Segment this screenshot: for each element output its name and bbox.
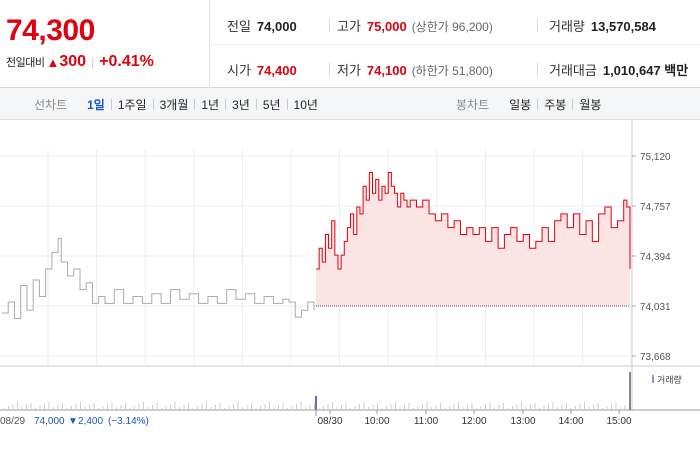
up-arrow-icon: ▲ <box>46 54 60 70</box>
quote-header: 74,300 전일대비 ▲ 300 | +0.41% 전일 74,000 고가 … <box>0 0 700 88</box>
prev-day-rate-label: (−3.14%) <box>108 416 149 427</box>
y-tick-label: 73,668 <box>640 352 671 363</box>
volume-panel: 거래량 <box>3 372 682 410</box>
prev-day-line <box>2 238 315 320</box>
stat-value: 75,000 <box>366 19 407 34</box>
tab-separator <box>572 98 574 110</box>
tab-daily[interactable]: 일봉 <box>509 97 532 112</box>
tab-separator <box>225 98 227 110</box>
tab-10y[interactable]: 10년 <box>293 97 318 112</box>
y-tick-label: 74,031 <box>640 302 671 313</box>
change-value: 300 <box>59 53 87 70</box>
stat-label: 전일 <box>227 19 251 34</box>
x-tick-label: 14:00 <box>558 416 583 427</box>
x-tick-label: 11:00 <box>414 416 439 427</box>
y-axis-labels: 75,120 74,757 74,394 74,031 73,668 <box>640 152 671 363</box>
stat-label: 거래량 <box>549 19 585 34</box>
stats-panel: 전일 74,000 고가 75,000 (상한가 96,200) 거래량 13,… <box>211 0 700 88</box>
tab-1y[interactable]: 1년 <box>201 97 220 112</box>
stat-volume: 거래량 13,570,584 <box>549 16 656 35</box>
change-rate: +0.41% <box>99 53 154 70</box>
today-area <box>316 172 631 307</box>
stat-value: 74,000 <box>256 19 297 34</box>
tab-separator <box>152 98 154 110</box>
x-tick-label: 08/30 <box>317 416 342 427</box>
stat-label: 거래대금 <box>549 63 597 78</box>
current-price: 74,300 <box>6 14 95 47</box>
volume-legend-swatch <box>652 375 654 383</box>
prev-day-change-label: 2,400 <box>78 416 103 427</box>
stat-label: 저가 <box>337 63 361 78</box>
stat-value: 13,570,584 <box>590 19 656 34</box>
line-chart-tabs-title: 선차트 <box>34 97 68 112</box>
price-chart[interactable]: 75,120 74,757 74,394 74,031 73,668 거래량 08/29… <box>0 120 700 450</box>
stat-value: 1,010,647 백만 <box>602 63 689 78</box>
tab-separator <box>110 98 112 110</box>
x-tick-label: 12:00 <box>461 416 486 427</box>
stat-divider <box>537 62 538 76</box>
x-axis-labels: 08/29 74,000 ▼ 2,400 (−3.14%) 08/30 10:00 11:00… <box>0 410 632 427</box>
x-tick-label: 15:00 <box>606 416 631 427</box>
stat-open: 시가 74,400 <box>227 60 297 79</box>
prev-day-series <box>2 238 315 320</box>
tab-weekly[interactable]: 주봉 <box>544 97 567 112</box>
stat-low: 저가 74,100 (하한가 51,800) <box>337 60 493 79</box>
stat-high: 고가 75,000 (상한가 96,200) <box>337 16 493 35</box>
tab-1d[interactable]: 1일 <box>87 97 105 112</box>
stat-label: 고가 <box>337 19 361 34</box>
tab-5y[interactable]: 5년 <box>262 97 281 112</box>
change-summary: 전일대비 ▲ 300 | +0.41% <box>6 53 154 71</box>
candle-chart-tabs-title: 봉차트 <box>456 97 490 112</box>
tab-separator <box>194 98 196 110</box>
stats-row-divider <box>211 44 700 45</box>
line-chart-tabs: 선차트 1일 1주일 3개월 1년 3년 5년 10년 <box>34 88 324 120</box>
stat-value: 74,100 <box>366 63 407 78</box>
stat-trade-value: 거래대금 1,010,647 백만 <box>549 60 688 79</box>
change-separator: | <box>91 55 95 69</box>
stat-value: 74,400 <box>256 63 297 78</box>
y-tick-label: 74,394 <box>640 252 671 263</box>
y-tick-label: 74,757 <box>640 202 671 213</box>
stat-divider <box>329 18 330 32</box>
prev-day-close-label: 74,000 <box>34 416 65 427</box>
tab-3y[interactable]: 3년 <box>232 97 250 112</box>
stat-label: 시가 <box>227 63 251 78</box>
tab-separator <box>255 98 257 110</box>
chart-tabs-bar: 선차트 1일 1주일 3개월 1년 3년 5년 10년 봉차트 일봉 주봉 월봉 <box>0 88 700 120</box>
tab-separator <box>286 98 288 110</box>
tab-separator <box>537 98 539 110</box>
stat-sub: (하한가 51,800) <box>411 64 493 78</box>
x-tick-label: 13:00 <box>510 416 535 427</box>
stat-divider <box>329 62 330 76</box>
price-chart-svg: 75,120 74,757 74,394 74,031 73,668 거래량 08/29… <box>0 120 700 427</box>
stat-prev-close: 전일 74,000 <box>227 16 297 35</box>
prev-day-date-label: 08/29 <box>0 416 25 427</box>
tab-1w[interactable]: 1주일 <box>117 97 147 112</box>
y-tick-label: 75,120 <box>640 152 671 163</box>
change-label: 전일대비 <box>6 57 45 69</box>
prev-day-down-arrow-icon: ▼ <box>68 416 78 427</box>
today-series-line <box>316 172 631 270</box>
candle-chart-tabs: 봉차트 일봉 주봉 월봉 <box>456 88 607 120</box>
today-area-fill <box>316 172 630 306</box>
tab-monthly[interactable]: 월봉 <box>579 97 602 112</box>
price-summary: 74,300 전일대비 ▲ 300 | +0.41% <box>0 0 210 88</box>
x-tick-label: 10:00 <box>364 416 389 427</box>
tab-3m[interactable]: 3개월 <box>159 97 189 112</box>
stat-sub: (상한가 96,200) <box>411 20 493 34</box>
stat-divider <box>537 18 538 32</box>
volume-legend-label: 거래량 <box>657 374 682 385</box>
